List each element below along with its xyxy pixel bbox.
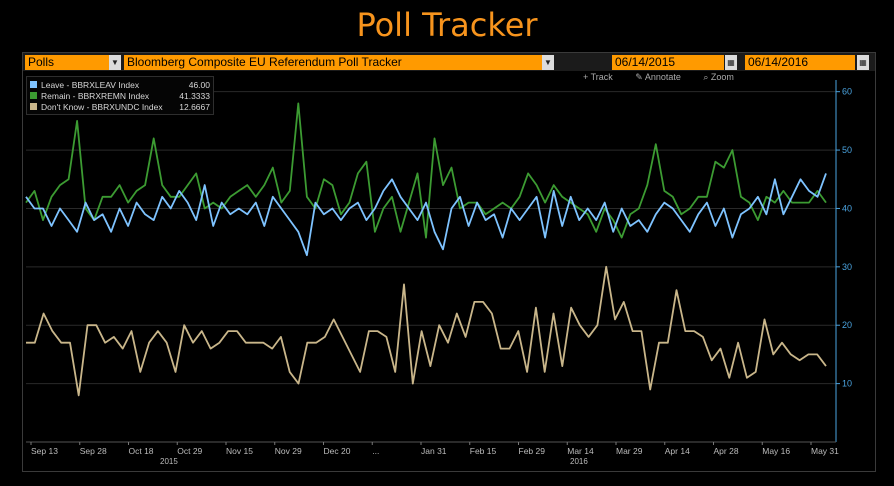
- legend: Leave - BBRXLEAV Index 46.00 Remain - BB…: [26, 76, 214, 115]
- leave-line: [25, 173, 827, 257]
- leave-swatch: [30, 81, 37, 88]
- end-date-field[interactable]: 06/14/2016: [745, 55, 855, 70]
- chart-panel: Polls ▼ Bloomberg Composite EU Referendu…: [22, 52, 876, 472]
- y-tick-label: 30: [842, 262, 852, 272]
- x-tick-label: Oct 18: [129, 446, 154, 456]
- dont-know-swatch: [30, 103, 37, 110]
- y-tick-label: 20: [842, 320, 852, 330]
- polls-dropdown[interactable]: Polls: [25, 55, 109, 70]
- x-tick-label: Jan 31: [421, 446, 447, 456]
- start-date-field[interactable]: 06/14/2015: [612, 55, 724, 70]
- x-tick-label: Mar 14: [567, 446, 594, 456]
- chart-tools: + Track ✎ Annotate ⌕ Zoom: [583, 72, 754, 84]
- legend-label: Remain - BBRXREMN Index: [41, 90, 150, 101]
- dont-know-line: [26, 265, 827, 397]
- y-tick-label: 10: [842, 379, 852, 389]
- x-tick-label: Mar 29: [616, 446, 643, 456]
- end-date: 06/14/2016: [748, 55, 809, 69]
- source-dropdown[interactable]: Bloomberg Composite EU Referendum Poll T…: [124, 55, 542, 70]
- x-tick-label: May 16: [762, 446, 790, 456]
- y-tick-label: 50: [842, 145, 852, 155]
- start-date: 06/14/2015: [615, 55, 676, 69]
- toolbar: Polls ▼ Bloomberg Composite EU Referendu…: [23, 53, 875, 71]
- x-tick-label: Feb 15: [470, 446, 497, 456]
- x-tick-label: Sep 28: [80, 446, 107, 456]
- y-tick-label: 60: [842, 87, 852, 97]
- calendar-icon[interactable]: ▦: [857, 55, 869, 70]
- zoom-button[interactable]: ⌕ Zoom: [703, 72, 734, 82]
- remain-line: [25, 102, 827, 239]
- page-title: Poll Tracker: [356, 6, 538, 44]
- polls-label: Polls: [28, 55, 55, 69]
- calendar-icon[interactable]: ▦: [725, 55, 737, 70]
- annotate-button[interactable]: ✎ Annotate: [635, 72, 681, 82]
- legend-label: Don't Know - BBRXUNDC Index: [41, 101, 163, 112]
- y-tick-label: 40: [842, 203, 852, 213]
- track-button[interactable]: + Track: [583, 72, 613, 82]
- legend-value: 12.6667: [179, 101, 210, 112]
- year-label: 2016: [570, 457, 588, 466]
- x-tick-label: Apr 28: [714, 446, 739, 456]
- legend-item-dont-know: Don't Know - BBRXUNDC Index 12.6667: [30, 101, 210, 112]
- x-tick-label: Dec 20: [324, 446, 351, 456]
- x-tick-label: Oct 29: [177, 446, 202, 456]
- chevron-down-icon[interactable]: ▼: [542, 55, 554, 70]
- legend-item-remain: Remain - BBRXREMN Index 41.3333: [30, 90, 210, 101]
- remain-swatch: [30, 92, 37, 99]
- x-tick-label: Sep 13: [31, 446, 58, 456]
- x-tick-label: Nov 29: [275, 446, 302, 456]
- legend-item-leave: Leave - BBRXLEAV Index 46.00: [30, 79, 210, 90]
- legend-value: 46.00: [188, 79, 210, 90]
- x-tick-label: Apr 14: [665, 446, 690, 456]
- chevron-down-icon[interactable]: ▼: [109, 55, 121, 70]
- x-tick-label: May 31: [811, 446, 839, 456]
- legend-value: 41.3333: [179, 90, 210, 101]
- year-label: 2015: [160, 457, 178, 466]
- x-tick-label: Nov 15: [226, 446, 253, 456]
- legend-label: Leave - BBRXLEAV Index: [41, 79, 140, 90]
- x-tick-label: Feb 29: [519, 446, 546, 456]
- x-tick-label: ...: [372, 446, 379, 456]
- source-label: Bloomberg Composite EU Referendum Poll T…: [127, 55, 402, 69]
